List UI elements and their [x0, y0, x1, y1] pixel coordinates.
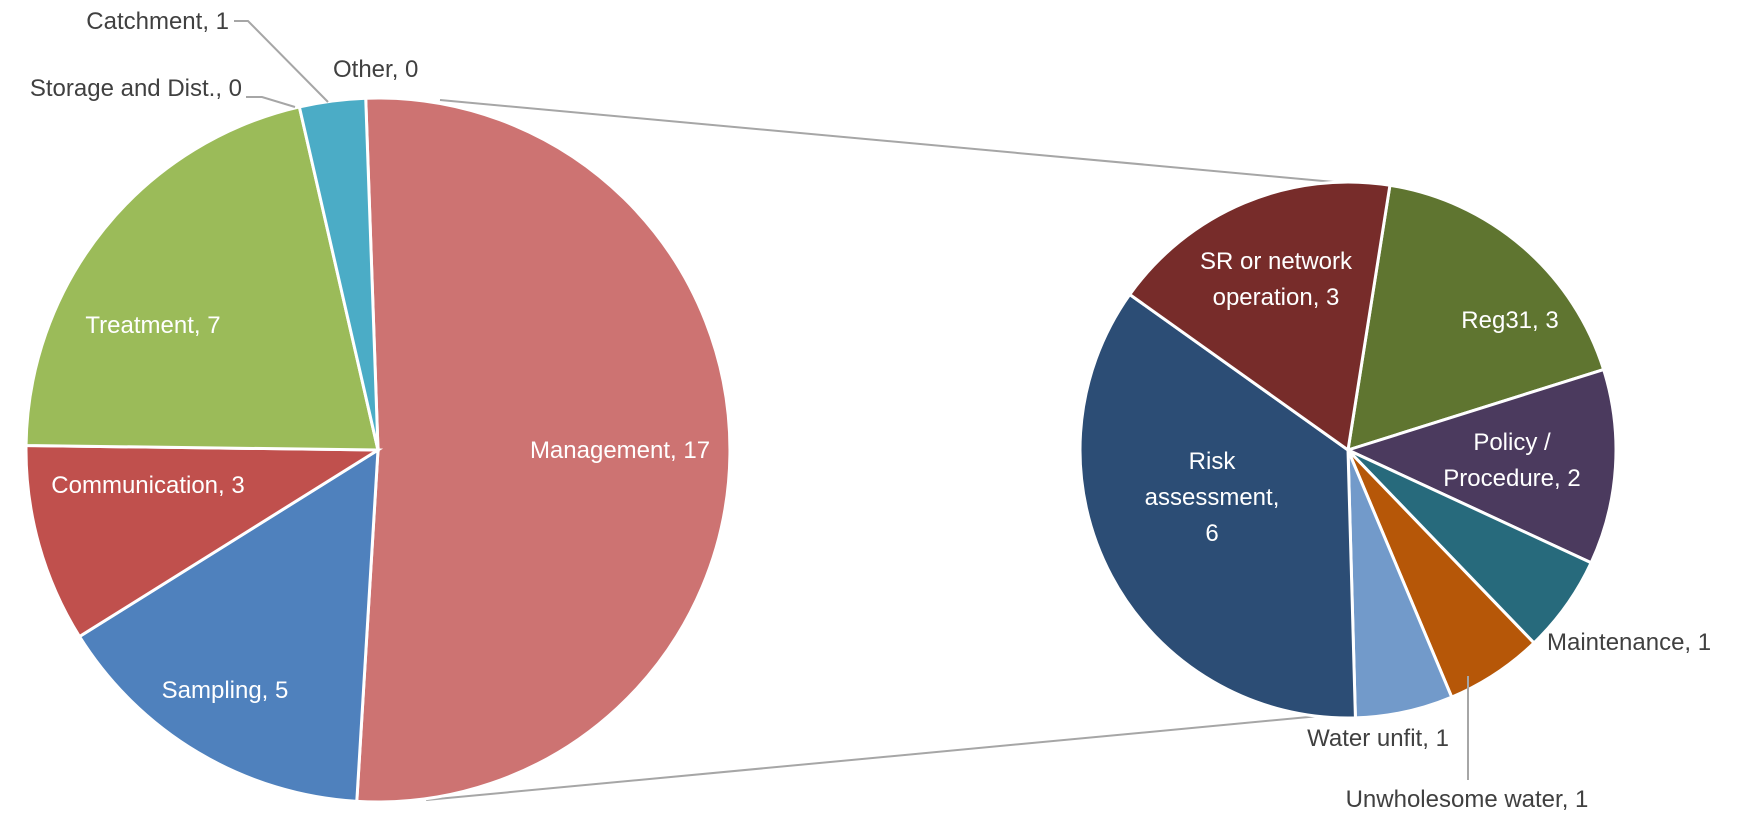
- connector-line-bottom: [425, 714, 1331, 801]
- slice-label-maintenance: Maintenance, 1: [1547, 629, 1711, 656]
- slice-reg31: [1346, 183, 1606, 453]
- slice-label-storage-and-dist: Storage and Dist., 0: [30, 75, 242, 102]
- slice-sr-or-network-operation: [1127, 180, 1392, 453]
- slice-catchment: [297, 96, 380, 451]
- slice-label-unwholesome-water: Unwholesome water, 1: [1346, 786, 1589, 813]
- slice-communication: [24, 444, 384, 639]
- slice-label-sampling: Sampling, 5: [162, 677, 289, 704]
- slice-sampling: [77, 447, 380, 803]
- slice-risk-assessment: [1078, 292, 1357, 720]
- secondary-pie: [1078, 180, 1618, 720]
- slice-policy-procedure: [1343, 367, 1618, 565]
- leader-line-storage-and-dist: [246, 96, 296, 108]
- slice-label-sr-or-network-operation: SR or network operation, 3: [1200, 248, 1353, 311]
- slice-label-other: Other, 0: [333, 56, 418, 83]
- slice-label-reg31: Reg31, 3: [1461, 307, 1558, 334]
- slice-label-communication: Communication, 3: [51, 472, 244, 499]
- slice-label-risk-assessment: Risk assessment, 6: [1145, 448, 1280, 547]
- slice-label-water-unfit: Water unfit, 1: [1307, 725, 1449, 752]
- connector-line-top: [439, 99, 1346, 184]
- leader-lines: [234, 20, 1469, 780]
- slice-management: [355, 96, 732, 804]
- slice-label-treatment: Treatment, 7: [85, 312, 220, 339]
- slice-label-policy-procedure: Policy / Procedure, 2: [1443, 429, 1580, 492]
- leader-line-catchment: [234, 20, 329, 103]
- slice-treatment: [24, 105, 380, 452]
- slice-label-management: Management, 17: [530, 437, 710, 464]
- main-pie: [24, 96, 732, 804]
- slice-label-catchment: Catchment, 1: [86, 8, 229, 35]
- connector-lines: [425, 99, 1346, 801]
